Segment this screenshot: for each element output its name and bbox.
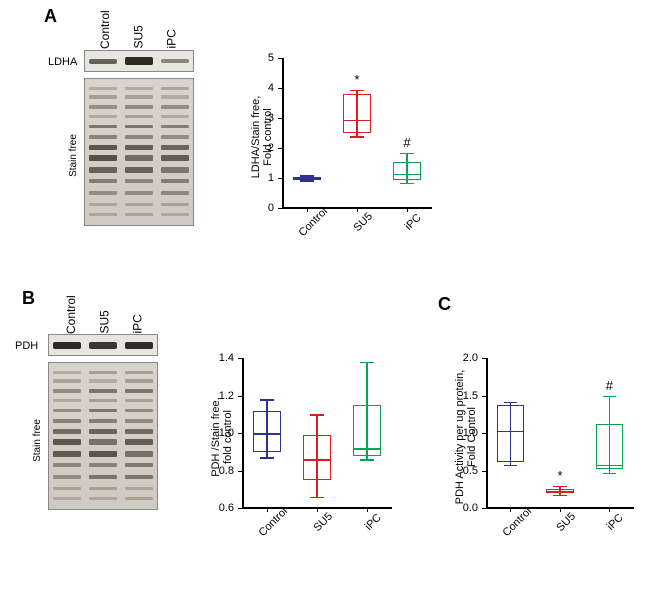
lane-label: Control [98, 15, 112, 49]
chart-a: 012345LDHA/Stain free,Fold controlContro… [282, 58, 432, 208]
lane-label: SU5 [98, 301, 112, 334]
stainfree-lane [85, 363, 121, 509]
xtick-label: SU5 [351, 210, 375, 234]
stainfree-lane [121, 79, 157, 225]
stainfree-a [84, 78, 194, 226]
xtick-label: Control [500, 505, 534, 539]
stainfree-lane [85, 79, 121, 225]
ldha-blot [84, 50, 194, 72]
blot-band [121, 51, 157, 71]
band-inner [125, 57, 154, 65]
significance-mark: * [557, 468, 562, 483]
blot-b-lane-labels: Control SU5 iPC [54, 310, 154, 324]
significance-mark: * [354, 72, 359, 87]
lane-label: iPC [165, 16, 179, 49]
xtick-label: Control [296, 205, 330, 239]
y-axis-label: PDH Activity per ug protein,Fold Control [454, 362, 478, 512]
pdh-blot [48, 334, 158, 356]
panel-label-b: B [22, 288, 35, 309]
stainfree-label-b: Stain free [32, 419, 43, 462]
boxplot-box [497, 405, 524, 462]
blot-band [85, 51, 121, 71]
stainfree-lane [49, 363, 85, 509]
ldha-label: LDHA [48, 56, 77, 68]
band-inner [161, 59, 190, 63]
lane-label: iPC [131, 301, 145, 334]
band-inner [89, 342, 118, 349]
band-inner [89, 59, 118, 64]
y-axis-label: LDHA/Stain free,Fold control [250, 62, 274, 212]
blot-band [121, 335, 157, 355]
boxplot-box [343, 94, 371, 133]
significance-mark: # [403, 135, 410, 150]
xtick-label: SU5 [554, 510, 578, 534]
blot-band [85, 335, 121, 355]
xtick-label: Control [256, 505, 290, 539]
blot-a-lane-labels: Control SU5 iPC [88, 25, 188, 39]
boxplot-box [253, 411, 281, 452]
y-axis-label: PDH /Stain free,fold control [210, 362, 234, 512]
blot-band [157, 51, 193, 71]
boxplot-box [303, 435, 331, 480]
boxplot-box [596, 424, 623, 469]
pdh-label: PDH [15, 340, 38, 352]
chart-c: 0.00.51.01.52.0PDH Activity per ug prote… [486, 358, 634, 508]
stainfree-lane [121, 363, 157, 509]
xtick-label: iPC [605, 512, 626, 533]
band-inner [125, 342, 154, 349]
chart-b: 0.60.81.01.21.4PDH /Stain free,fold cont… [242, 358, 392, 508]
panel-label-a: A [44, 6, 57, 27]
stainfree-lane [157, 79, 193, 225]
lane-label: Control [64, 300, 78, 334]
stainfree-b [48, 362, 158, 510]
panel-label-c: C [438, 294, 451, 315]
xtick-label: SU5 [311, 510, 335, 534]
xtick-label: iPC [403, 212, 424, 233]
blot-band [49, 335, 85, 355]
band-inner [53, 342, 82, 349]
boxplot-box [393, 162, 421, 180]
xtick-label: iPC [363, 512, 384, 533]
stainfree-label-a: Stain free [68, 134, 79, 177]
lane-label: SU5 [132, 16, 146, 49]
significance-mark: # [606, 378, 613, 393]
